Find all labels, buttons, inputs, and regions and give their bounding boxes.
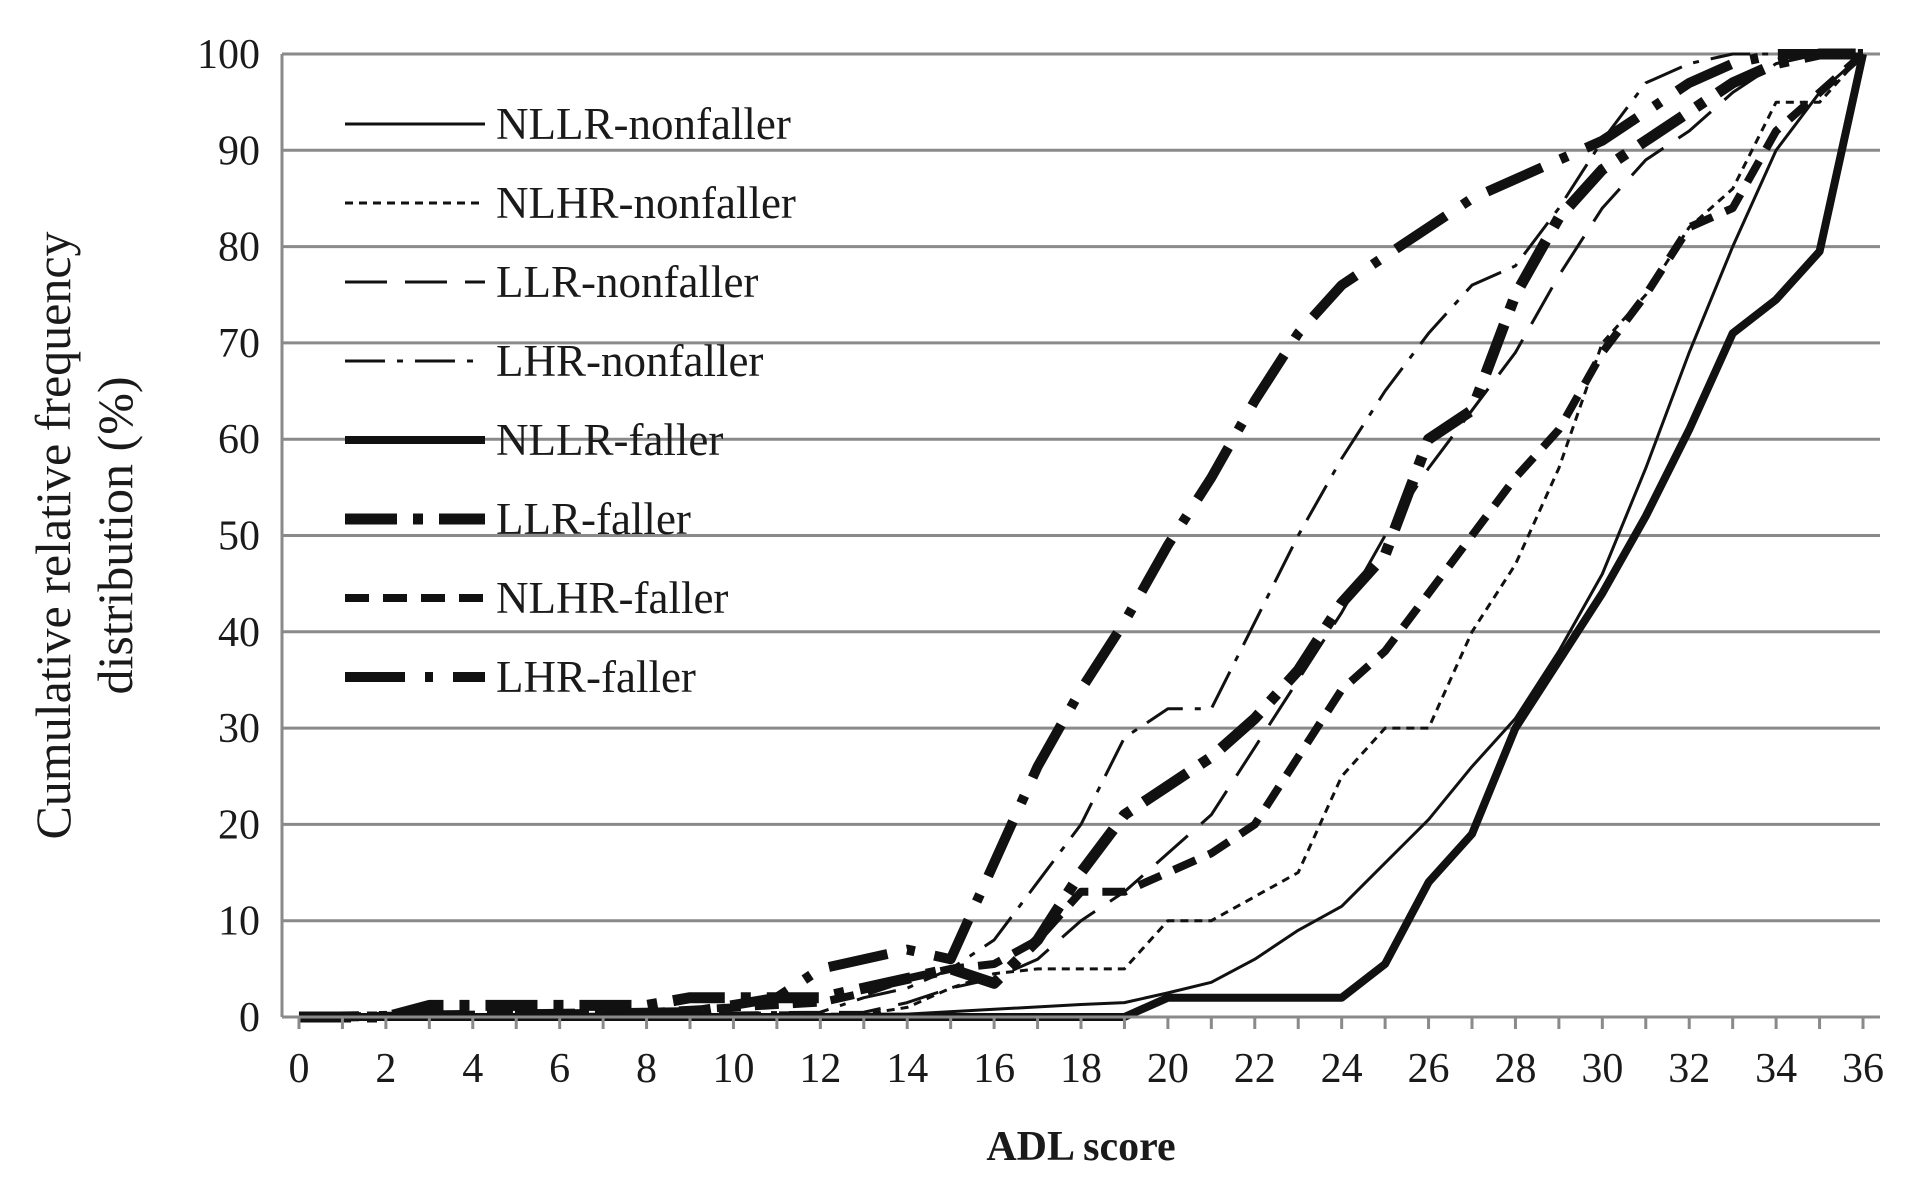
y-tick-label: 40 xyxy=(218,610,260,656)
y-tick-label: 70 xyxy=(218,321,260,367)
y-tick-label: 50 xyxy=(218,514,260,560)
legend-label: NLHR-nonfaller xyxy=(496,178,796,228)
x-tick-label: 16 xyxy=(973,1046,1015,1092)
series-layer xyxy=(298,48,1867,1023)
y-axis-title: Cumulative relative frequency distributio… xyxy=(25,231,143,839)
axes xyxy=(280,54,1880,1029)
y-tick-label: 20 xyxy=(218,802,260,848)
legend: NLLR-nonfaller NLHR-nonfaller LLR-nonfalle… xyxy=(345,99,796,702)
legend-item: LHR-nonfaller xyxy=(345,336,763,386)
x-tick-label: 30 xyxy=(1581,1046,1623,1092)
legend-item: LHR-faller xyxy=(345,652,696,702)
x-tick-label: 14 xyxy=(886,1046,928,1092)
y-tick-label: 30 xyxy=(218,706,260,752)
series-line-nlhr-faller xyxy=(298,51,1866,1021)
legend-item: NLLR-nonfaller xyxy=(345,99,791,149)
legend-label: NLLR-faller xyxy=(496,415,723,465)
x-tick-label: 22 xyxy=(1234,1046,1276,1092)
x-axis-title: ADL score xyxy=(986,1124,1175,1170)
x-tick-label: 10 xyxy=(712,1046,754,1092)
y-axis-title-line: Cumulative relative frequency xyxy=(25,231,81,839)
y-tick-label: 100 xyxy=(197,32,260,78)
x-tick-label: 18 xyxy=(1060,1046,1102,1092)
legend-item: LLR-faller xyxy=(345,494,691,544)
series-line-nllr-nonfaller xyxy=(298,52,1864,1019)
x-tick-label: 2 xyxy=(375,1046,396,1092)
series-line-lhr-faller xyxy=(298,49,1863,1022)
x-tick-label: 28 xyxy=(1494,1046,1536,1092)
x-tick-label: 8 xyxy=(636,1046,657,1092)
legend-label: NLLR-nonfaller xyxy=(496,99,791,149)
x-tick-label: 34 xyxy=(1755,1046,1797,1092)
gridlines xyxy=(282,52,1880,923)
y-tick-label: 90 xyxy=(218,128,260,174)
x-tick-label: 36 xyxy=(1842,1046,1884,1092)
y-axis-title-line: distribution (%) xyxy=(87,376,143,694)
x-tick-label: 24 xyxy=(1321,1046,1363,1092)
legend-label: LLR-faller xyxy=(496,494,691,544)
series-line-llr-faller xyxy=(299,48,1863,1023)
x-tick-label: 20 xyxy=(1147,1046,1189,1092)
x-tick-label: 4 xyxy=(462,1046,483,1092)
legend-label: LHR-nonfaller xyxy=(496,336,763,386)
x-tick-label: 0 xyxy=(289,1046,310,1092)
x-tick-label: 32 xyxy=(1668,1046,1710,1092)
x-tick-label: 6 xyxy=(549,1046,570,1092)
series-line-nlhr-nonfaller xyxy=(298,52,1865,1019)
series-line-nllr-faller xyxy=(299,53,1867,1021)
legend-item: NLHR-faller xyxy=(345,573,728,623)
x-tick-label: 26 xyxy=(1408,1046,1450,1092)
y-tick-label: 10 xyxy=(218,899,260,945)
legend-item: LLR-nonfaller xyxy=(345,257,758,307)
y-tick-label: 60 xyxy=(218,417,260,463)
legend-label: LHR-faller xyxy=(496,652,696,702)
y-tick-label: 0 xyxy=(239,995,260,1041)
legend-item: NLLR-faller xyxy=(345,415,723,465)
legend-item: NLHR-nonfaller xyxy=(345,178,796,228)
x-tick-label: 12 xyxy=(799,1046,841,1092)
legend-label: NLHR-faller xyxy=(496,573,728,623)
y-tick-label: 80 xyxy=(218,225,260,271)
legend-label: LLR-nonfaller xyxy=(496,257,758,307)
